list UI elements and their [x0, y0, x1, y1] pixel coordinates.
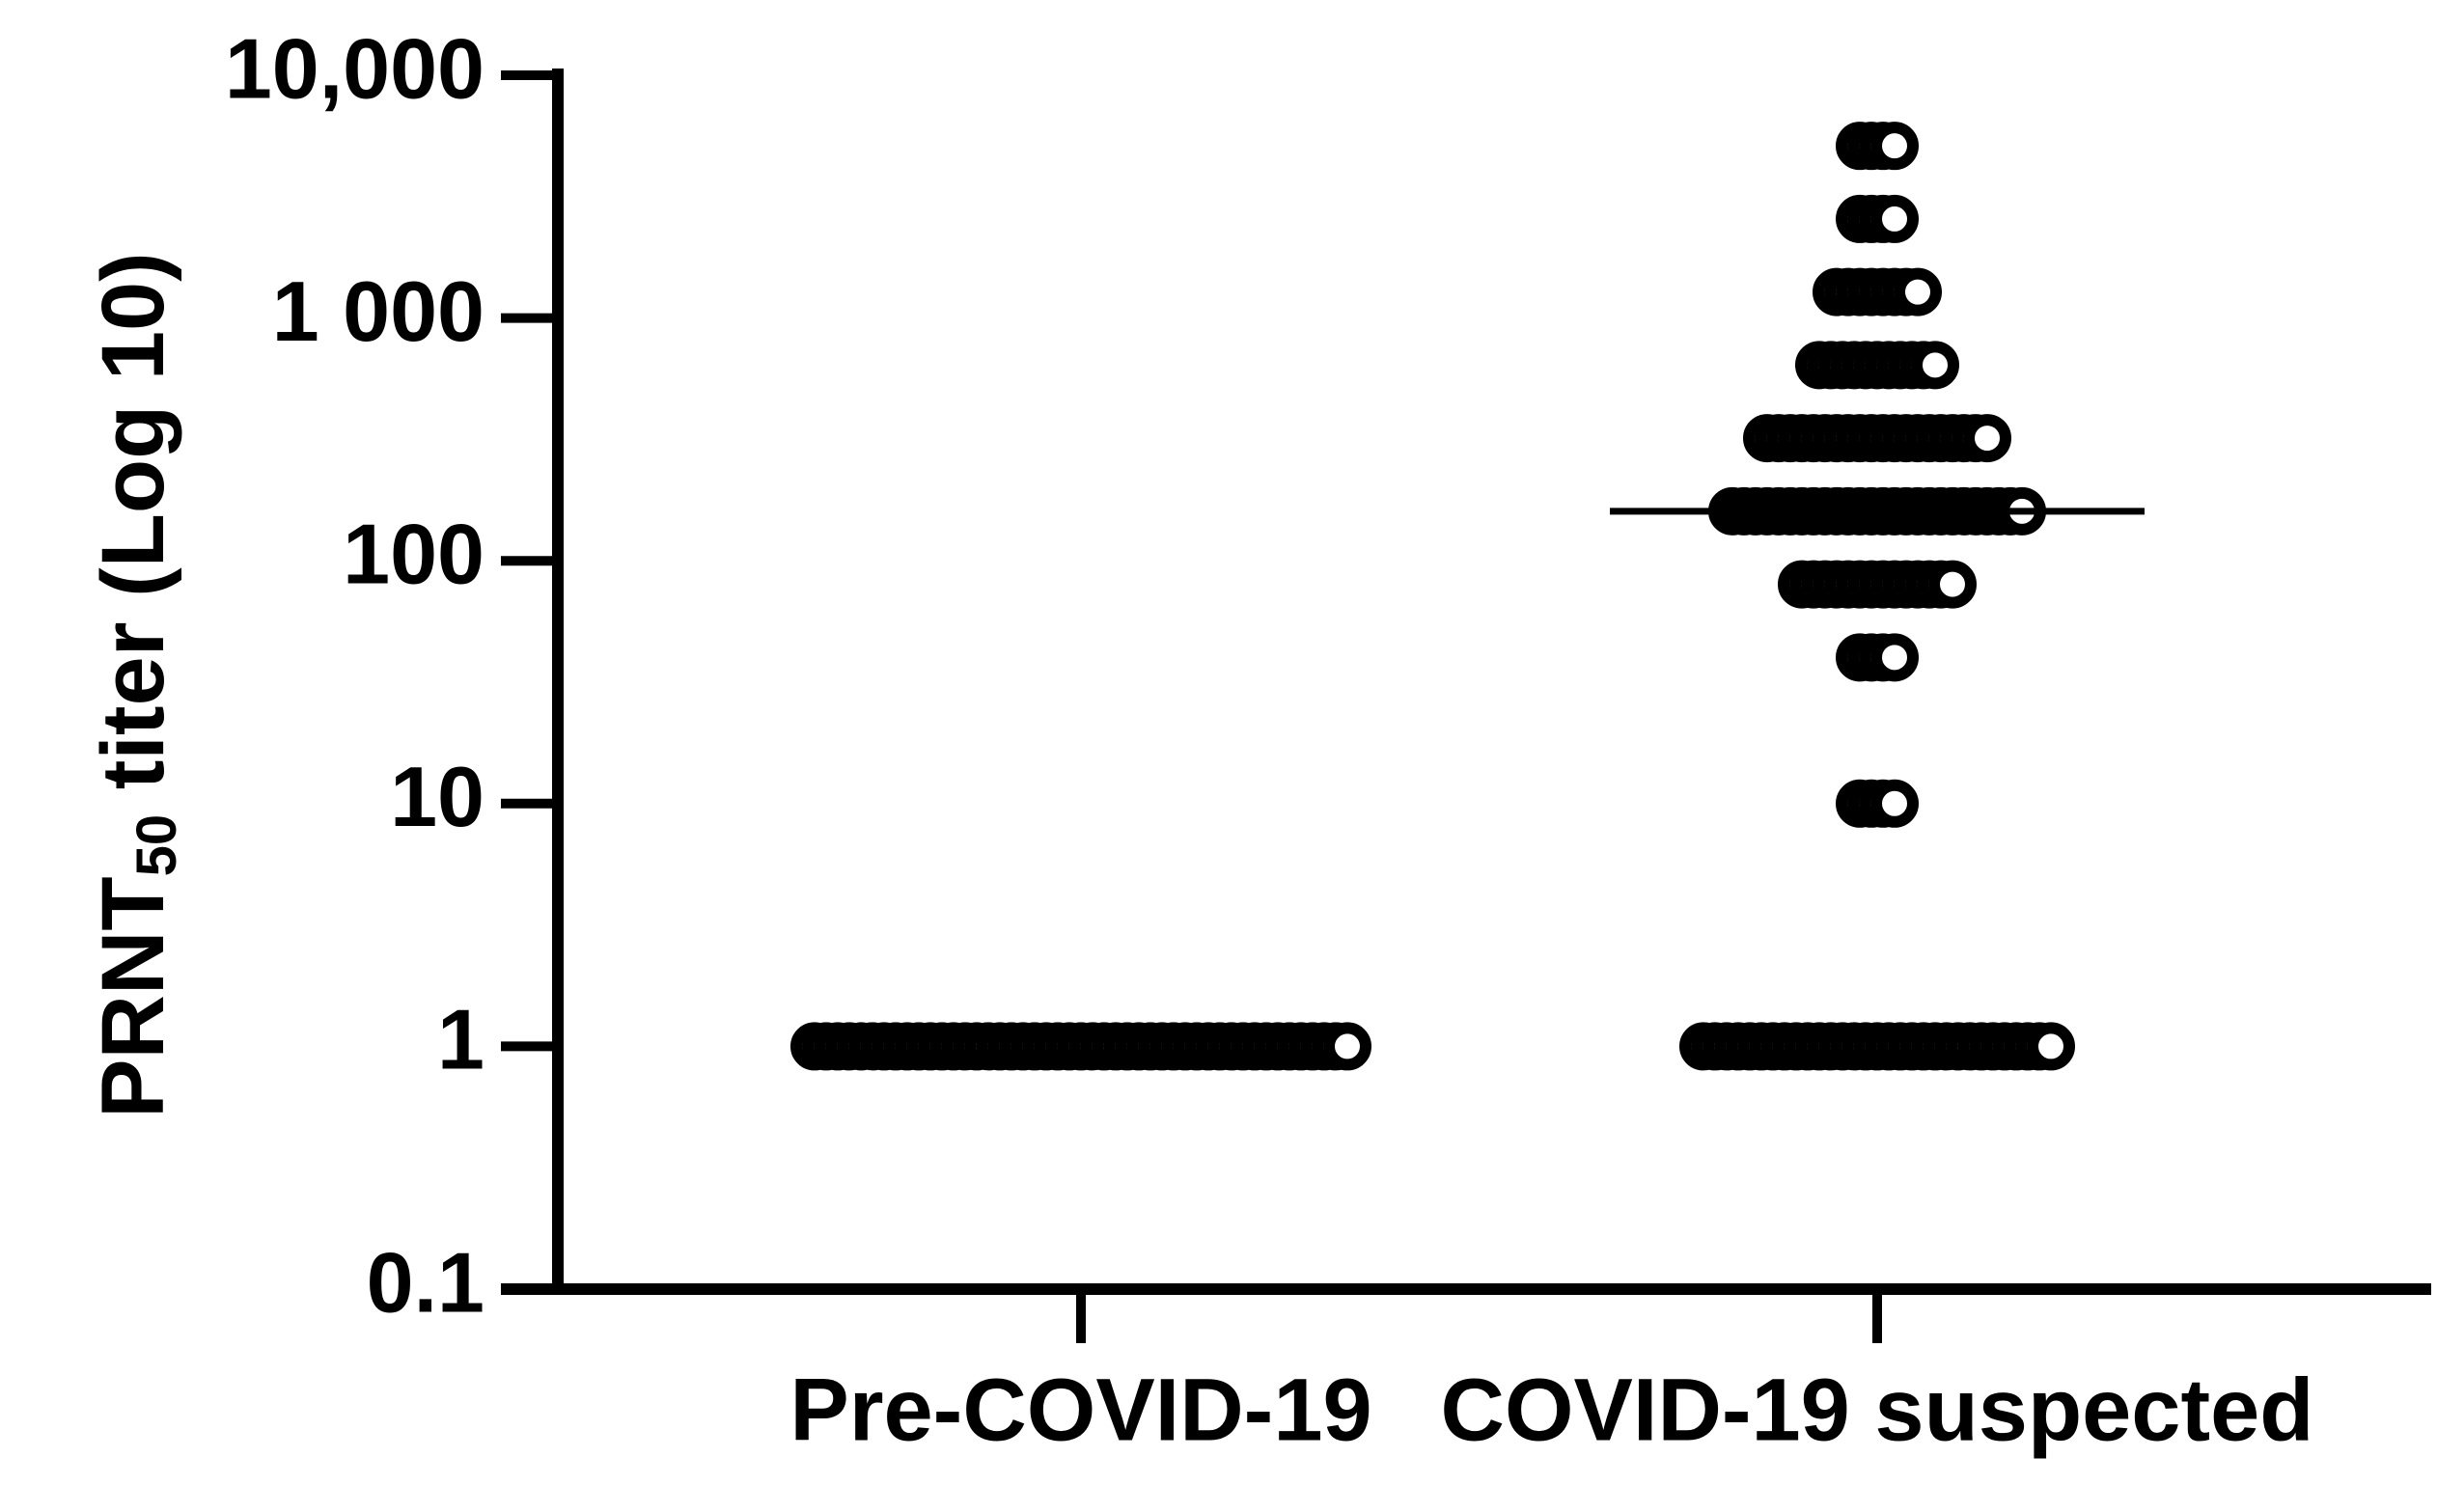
data-point	[1870, 194, 1919, 243]
data-point	[1894, 267, 1942, 316]
y-axis-title-rest: titer (Log 10)	[84, 252, 182, 814]
x-ticks: Pre-COVID-19 COVID-19 suspected	[789, 1289, 2313, 1459]
data-point	[1323, 1022, 1371, 1071]
data-point	[1870, 122, 1919, 171]
y-axis-title-main: PRNT	[84, 876, 182, 1117]
y-tick-label: 10,000	[225, 20, 484, 116]
x-category-label: COVID-19 suspected	[1441, 1361, 2314, 1459]
data-point	[2027, 1022, 2075, 1071]
x-category-label: Pre-COVID-19	[789, 1361, 1371, 1459]
y-ticks: 0.1 1 10 100 1 000 10,000	[225, 20, 558, 1330]
y-axis-title-subscript: 50	[125, 814, 188, 877]
data-point	[1870, 633, 1919, 682]
data-point	[1911, 341, 1959, 390]
data-points	[790, 122, 2075, 1071]
axes	[501, 69, 2431, 1295]
data-point	[1928, 560, 1977, 609]
y-tick-label: 0.1	[367, 1234, 484, 1330]
y-tick-label: 100	[343, 506, 484, 601]
y-tick-label: 1 000	[272, 263, 484, 359]
y-tick-label: 1	[437, 992, 484, 1087]
y-axis-title: PRNT50 titer (Log 10)	[84, 252, 188, 1118]
y-tick-label: 10	[390, 749, 484, 844]
data-point	[1963, 414, 2011, 463]
data-point	[1870, 779, 1919, 828]
